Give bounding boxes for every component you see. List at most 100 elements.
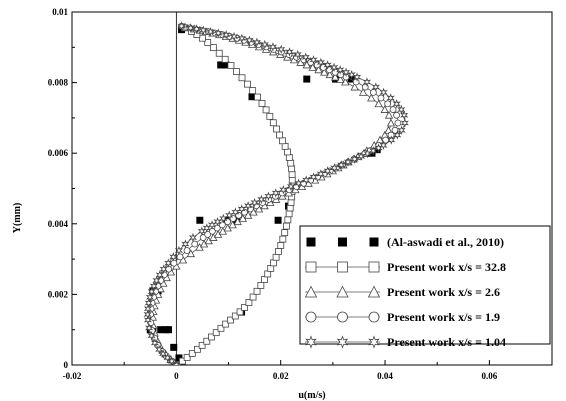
data-point <box>253 287 261 295</box>
series-4 <box>143 21 409 365</box>
data-point <box>143 304 153 314</box>
data-point <box>257 282 265 289</box>
data-point <box>286 181 296 192</box>
data-point <box>382 136 390 144</box>
legend-marker <box>338 237 347 247</box>
data-point <box>257 194 266 205</box>
legend-marker <box>336 285 349 298</box>
data-point <box>336 65 345 75</box>
data-point <box>281 142 289 150</box>
data-point <box>379 140 388 151</box>
data-point <box>147 330 156 341</box>
legend-label: (Al-aswadi et al., 2010) <box>387 235 504 249</box>
data-point <box>274 216 282 224</box>
data-point <box>394 119 402 127</box>
data-point <box>303 75 311 83</box>
data-point <box>281 229 289 237</box>
legend-entry: Present work x/s = 1.9 <box>305 310 500 324</box>
data-point <box>199 234 207 241</box>
data-point <box>204 39 212 46</box>
legend-marker <box>368 311 380 323</box>
legend-entry: Present work x/s = 32.8 <box>305 260 506 274</box>
data-point <box>268 42 278 52</box>
legend-entry: Present work x/s = 2.6 <box>304 285 500 299</box>
data-point <box>374 99 383 108</box>
data-point <box>203 337 211 345</box>
data-point <box>197 226 206 236</box>
data-point <box>343 157 353 167</box>
data-point <box>158 348 168 359</box>
data-point <box>149 281 158 291</box>
series-1 <box>173 24 296 365</box>
data-point <box>258 100 266 107</box>
data-point <box>287 159 295 167</box>
data-point <box>341 67 351 77</box>
data-point <box>393 130 402 140</box>
data-point <box>262 106 270 114</box>
data-point <box>309 55 318 65</box>
data-point <box>172 360 181 365</box>
data-point <box>144 298 153 308</box>
data-point <box>245 35 254 45</box>
data-point <box>282 222 290 230</box>
data-point <box>362 77 372 87</box>
data-point <box>392 99 401 109</box>
data-point <box>198 34 206 42</box>
data-point <box>198 341 206 349</box>
data-point <box>287 198 295 206</box>
data-point <box>400 110 409 120</box>
data-point <box>208 333 215 341</box>
data-point <box>350 82 359 91</box>
data-point <box>241 303 249 311</box>
data-point <box>176 253 184 261</box>
data-point <box>260 39 269 50</box>
data-point <box>181 239 190 249</box>
data-point <box>288 176 296 184</box>
data-point <box>217 324 225 332</box>
data-point <box>222 320 230 328</box>
data-point <box>188 350 196 357</box>
data-point <box>323 166 332 176</box>
x-axis-title: u(m/s) <box>298 390 325 401</box>
data-point <box>377 94 385 102</box>
data-point <box>286 204 294 212</box>
data-point <box>245 299 253 306</box>
data-point <box>160 271 168 279</box>
legend-label: Present work x/s = 32.8 <box>387 260 506 274</box>
data-point <box>285 47 294 57</box>
data-point <box>270 259 277 267</box>
data-point <box>252 37 262 48</box>
data-point <box>330 72 340 81</box>
data-point <box>279 185 288 195</box>
legend-label: Present work x/s = 2.6 <box>387 285 500 299</box>
data-point <box>284 216 292 224</box>
data-point <box>267 264 275 272</box>
data-point <box>222 30 231 40</box>
data-point <box>323 60 332 70</box>
data-point <box>352 78 360 86</box>
data-point <box>244 80 251 88</box>
data-point <box>179 357 186 365</box>
data-point <box>147 286 156 297</box>
data-point <box>159 264 168 274</box>
data-point <box>237 33 246 44</box>
data-point <box>249 87 257 95</box>
data-point <box>371 82 380 92</box>
data-point <box>186 23 195 33</box>
data-point <box>164 258 173 268</box>
data-point <box>222 61 230 69</box>
y-tick-label: 0.004 <box>48 219 69 229</box>
data-point <box>233 68 240 75</box>
data-point <box>264 270 272 278</box>
legend-marker <box>337 311 348 323</box>
data-point <box>386 93 395 103</box>
data-point <box>302 175 311 185</box>
data-point <box>330 163 339 173</box>
y-tick-label: 0.006 <box>48 148 69 158</box>
data-point <box>157 277 165 284</box>
data-point <box>350 154 359 164</box>
data-point <box>276 131 283 139</box>
data-point <box>397 104 406 115</box>
data-point <box>293 49 302 60</box>
